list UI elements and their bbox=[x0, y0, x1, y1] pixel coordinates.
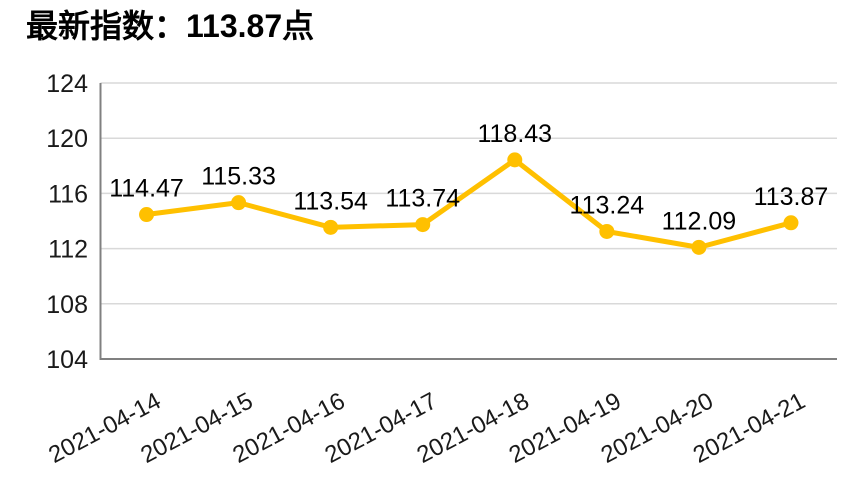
y-axis-tick-label: 116 bbox=[48, 180, 88, 208]
data-label: 112.09 bbox=[662, 207, 737, 235]
data-label: 113.54 bbox=[293, 187, 368, 215]
data-point bbox=[783, 215, 799, 231]
data-point bbox=[139, 207, 155, 223]
data-label: 115.33 bbox=[201, 163, 276, 191]
data-label: 118.43 bbox=[477, 120, 552, 148]
data-point bbox=[691, 239, 707, 255]
data-label: 113.87 bbox=[754, 183, 829, 211]
data-label: 113.74 bbox=[385, 185, 460, 213]
chart-title: 最新指数：113.87点 bbox=[26, 8, 315, 44]
y-axis-tick-label: 112 bbox=[48, 236, 88, 264]
y-axis-tick-label: 108 bbox=[46, 291, 88, 319]
y-axis-tick-label: 104 bbox=[46, 346, 88, 374]
y-axis-tick-label: 120 bbox=[46, 125, 88, 153]
data-point bbox=[415, 217, 431, 233]
y-axis-tick-label: 124 bbox=[46, 70, 88, 98]
data-label: 113.24 bbox=[570, 191, 645, 219]
data-point bbox=[507, 152, 523, 168]
data-label: 114.47 bbox=[109, 175, 184, 203]
data-point bbox=[231, 195, 247, 211]
data-point bbox=[599, 223, 615, 239]
index-line-series bbox=[144, 157, 794, 250]
data-point bbox=[323, 219, 339, 235]
